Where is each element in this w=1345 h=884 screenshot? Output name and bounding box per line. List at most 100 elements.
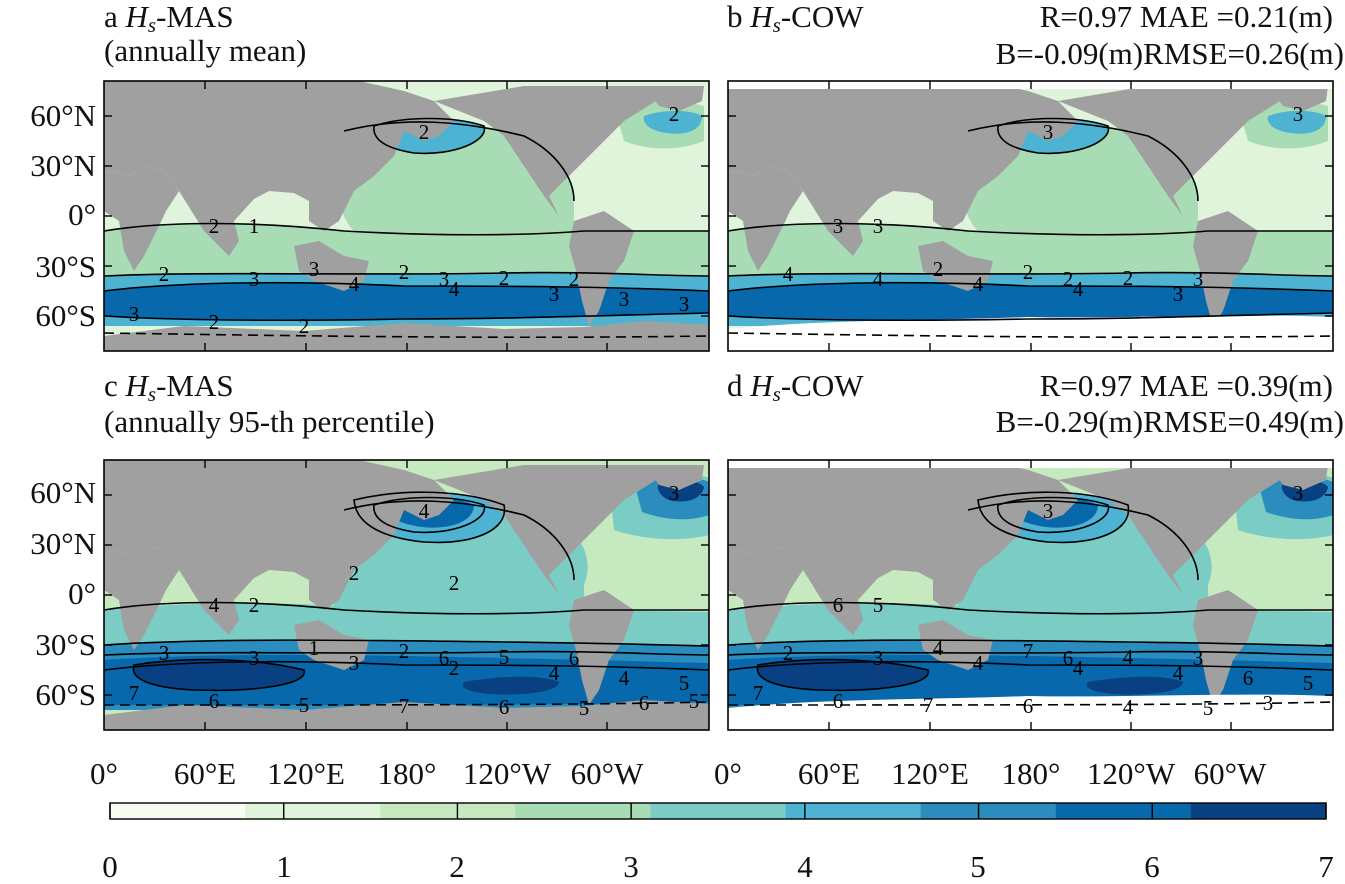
contour-label: 2 xyxy=(399,260,410,284)
lat-label-60n-top: 60°N xyxy=(30,98,96,133)
contour-label: 3 xyxy=(1293,102,1304,126)
lon-label-120w-left: 120°W xyxy=(462,756,552,791)
colorbar-segment xyxy=(650,803,787,819)
contour-label: 7 xyxy=(1023,639,1034,663)
lat-label-60s-top: 60°S xyxy=(35,298,96,333)
contour-line-7 xyxy=(756,658,929,692)
lon-label-120e-right: 120°E xyxy=(891,756,969,791)
lat-label-30s-top: 30°S xyxy=(35,249,96,284)
land-1 xyxy=(728,545,803,650)
contour-label: 6 xyxy=(569,646,580,670)
land-5 xyxy=(1193,211,1258,326)
contour-label: 4 xyxy=(1123,695,1134,719)
contour-label: 5 xyxy=(299,693,310,717)
land-0 xyxy=(104,81,454,241)
contour-line-2 xyxy=(727,271,1334,277)
contour-label: 3 xyxy=(1173,282,1184,306)
contour-line-1 xyxy=(103,601,709,615)
contour-label: 4 xyxy=(1073,656,1084,680)
contour-line-1 xyxy=(727,601,1333,615)
band-natlantic-3to4 xyxy=(1267,110,1326,134)
contour-label: 2 xyxy=(449,656,460,680)
contour-label: 3 xyxy=(439,267,450,291)
land-1 xyxy=(104,166,179,271)
contour-label: 5 xyxy=(1203,696,1214,720)
contour-label: 6 xyxy=(1243,666,1254,690)
land-5 xyxy=(569,211,634,326)
colorbar-segment xyxy=(785,803,922,819)
contour-label: 5 xyxy=(579,696,590,720)
contour-label: 2 xyxy=(419,120,430,144)
contour-label: 3 xyxy=(833,214,844,238)
contour-label: 1 xyxy=(249,214,260,238)
contour-label: 3 xyxy=(349,651,360,675)
land-2 xyxy=(828,221,863,256)
contour-label: 4 xyxy=(1123,645,1134,669)
contour-label: 2 xyxy=(399,639,410,663)
contour-line-3 xyxy=(103,660,710,671)
land-3 xyxy=(918,241,993,291)
land-7 xyxy=(104,321,709,351)
contour-label: 3 xyxy=(249,267,260,291)
lat-label-30n-top: 30°N xyxy=(30,148,96,183)
contour-label: 2 xyxy=(249,593,260,617)
contour-line-3 xyxy=(103,281,710,292)
contour-label: 4 xyxy=(1173,661,1184,685)
contour-label: 5 xyxy=(1303,671,1314,695)
contour-label: 2 xyxy=(209,214,220,238)
land-7 xyxy=(104,700,709,730)
contour-line-4 xyxy=(373,496,486,534)
contour-label: 5 xyxy=(679,671,690,695)
colorbar-tick-4: 4 xyxy=(797,849,813,884)
land-2 xyxy=(828,600,863,635)
panel-b-title: b Hs-COW xyxy=(727,0,864,37)
land-5 xyxy=(569,590,634,705)
contour-line-2 xyxy=(103,271,710,277)
panel-a-title: a Hs-MAS xyxy=(104,0,234,37)
land-0 xyxy=(728,81,1078,241)
contour-label: 3 xyxy=(249,646,260,670)
contour-label: 1 xyxy=(309,636,320,660)
sea-ice-mask xyxy=(728,315,1333,351)
land-5 xyxy=(1193,590,1258,705)
colorbar-segment xyxy=(515,803,651,819)
contour-label: 2 xyxy=(1023,260,1034,284)
contour-line-8 xyxy=(103,639,710,647)
lon-label-60e-right: 60°E xyxy=(797,756,861,791)
contour-line-5 xyxy=(343,121,575,202)
contour-label: 6 xyxy=(833,689,844,713)
band-southern-6to7-indian xyxy=(133,659,305,691)
contour-line-6 xyxy=(977,491,1130,544)
contour-label: 3 xyxy=(129,302,140,326)
lon-label-180-left: 180° xyxy=(377,756,437,791)
colorbar-tick-7: 7 xyxy=(1318,849,1334,884)
contour-line-6 xyxy=(103,312,710,322)
panel-a-subtitle: (annually mean) xyxy=(104,33,307,68)
land-6 xyxy=(644,465,704,490)
contour-label: 4 xyxy=(209,593,220,617)
lat-label-eq-top: 0° xyxy=(68,197,96,232)
contour-line-8 xyxy=(727,639,1334,647)
contour-line-2 xyxy=(727,650,1334,656)
contour-line-4 xyxy=(997,117,1110,155)
contour-label: 4 xyxy=(419,499,430,523)
colorbar-tick-5: 5 xyxy=(970,849,986,884)
panel-b-stats-line1: R=0.97 MAE =0.21(m) xyxy=(1039,0,1333,34)
contour-label: 6 xyxy=(499,695,510,719)
contour-label: 4 xyxy=(549,661,560,685)
panel-c-subtitle: (annually 95-th percentile) xyxy=(104,404,435,439)
band-southern-6to7-pacific xyxy=(1086,676,1183,695)
lon-label-120w-right: 120°W xyxy=(1086,756,1176,791)
contour-label: 3 xyxy=(873,646,884,670)
band-southern-4to5 xyxy=(104,282,709,321)
contour-label: 6 xyxy=(833,593,844,617)
contour-label: 2 xyxy=(159,262,170,286)
contour-label: 3 xyxy=(1293,481,1304,505)
contour-label: 2 xyxy=(209,310,220,334)
panel-d-stats-line2: B=-0.29(m)RMSE=0.49(m) xyxy=(995,404,1344,439)
band-southern-6to7-pacific xyxy=(462,676,559,695)
contour-label: 2 xyxy=(569,267,580,291)
contour-label: 3 xyxy=(159,641,170,665)
contour-label: 3 xyxy=(549,282,560,306)
